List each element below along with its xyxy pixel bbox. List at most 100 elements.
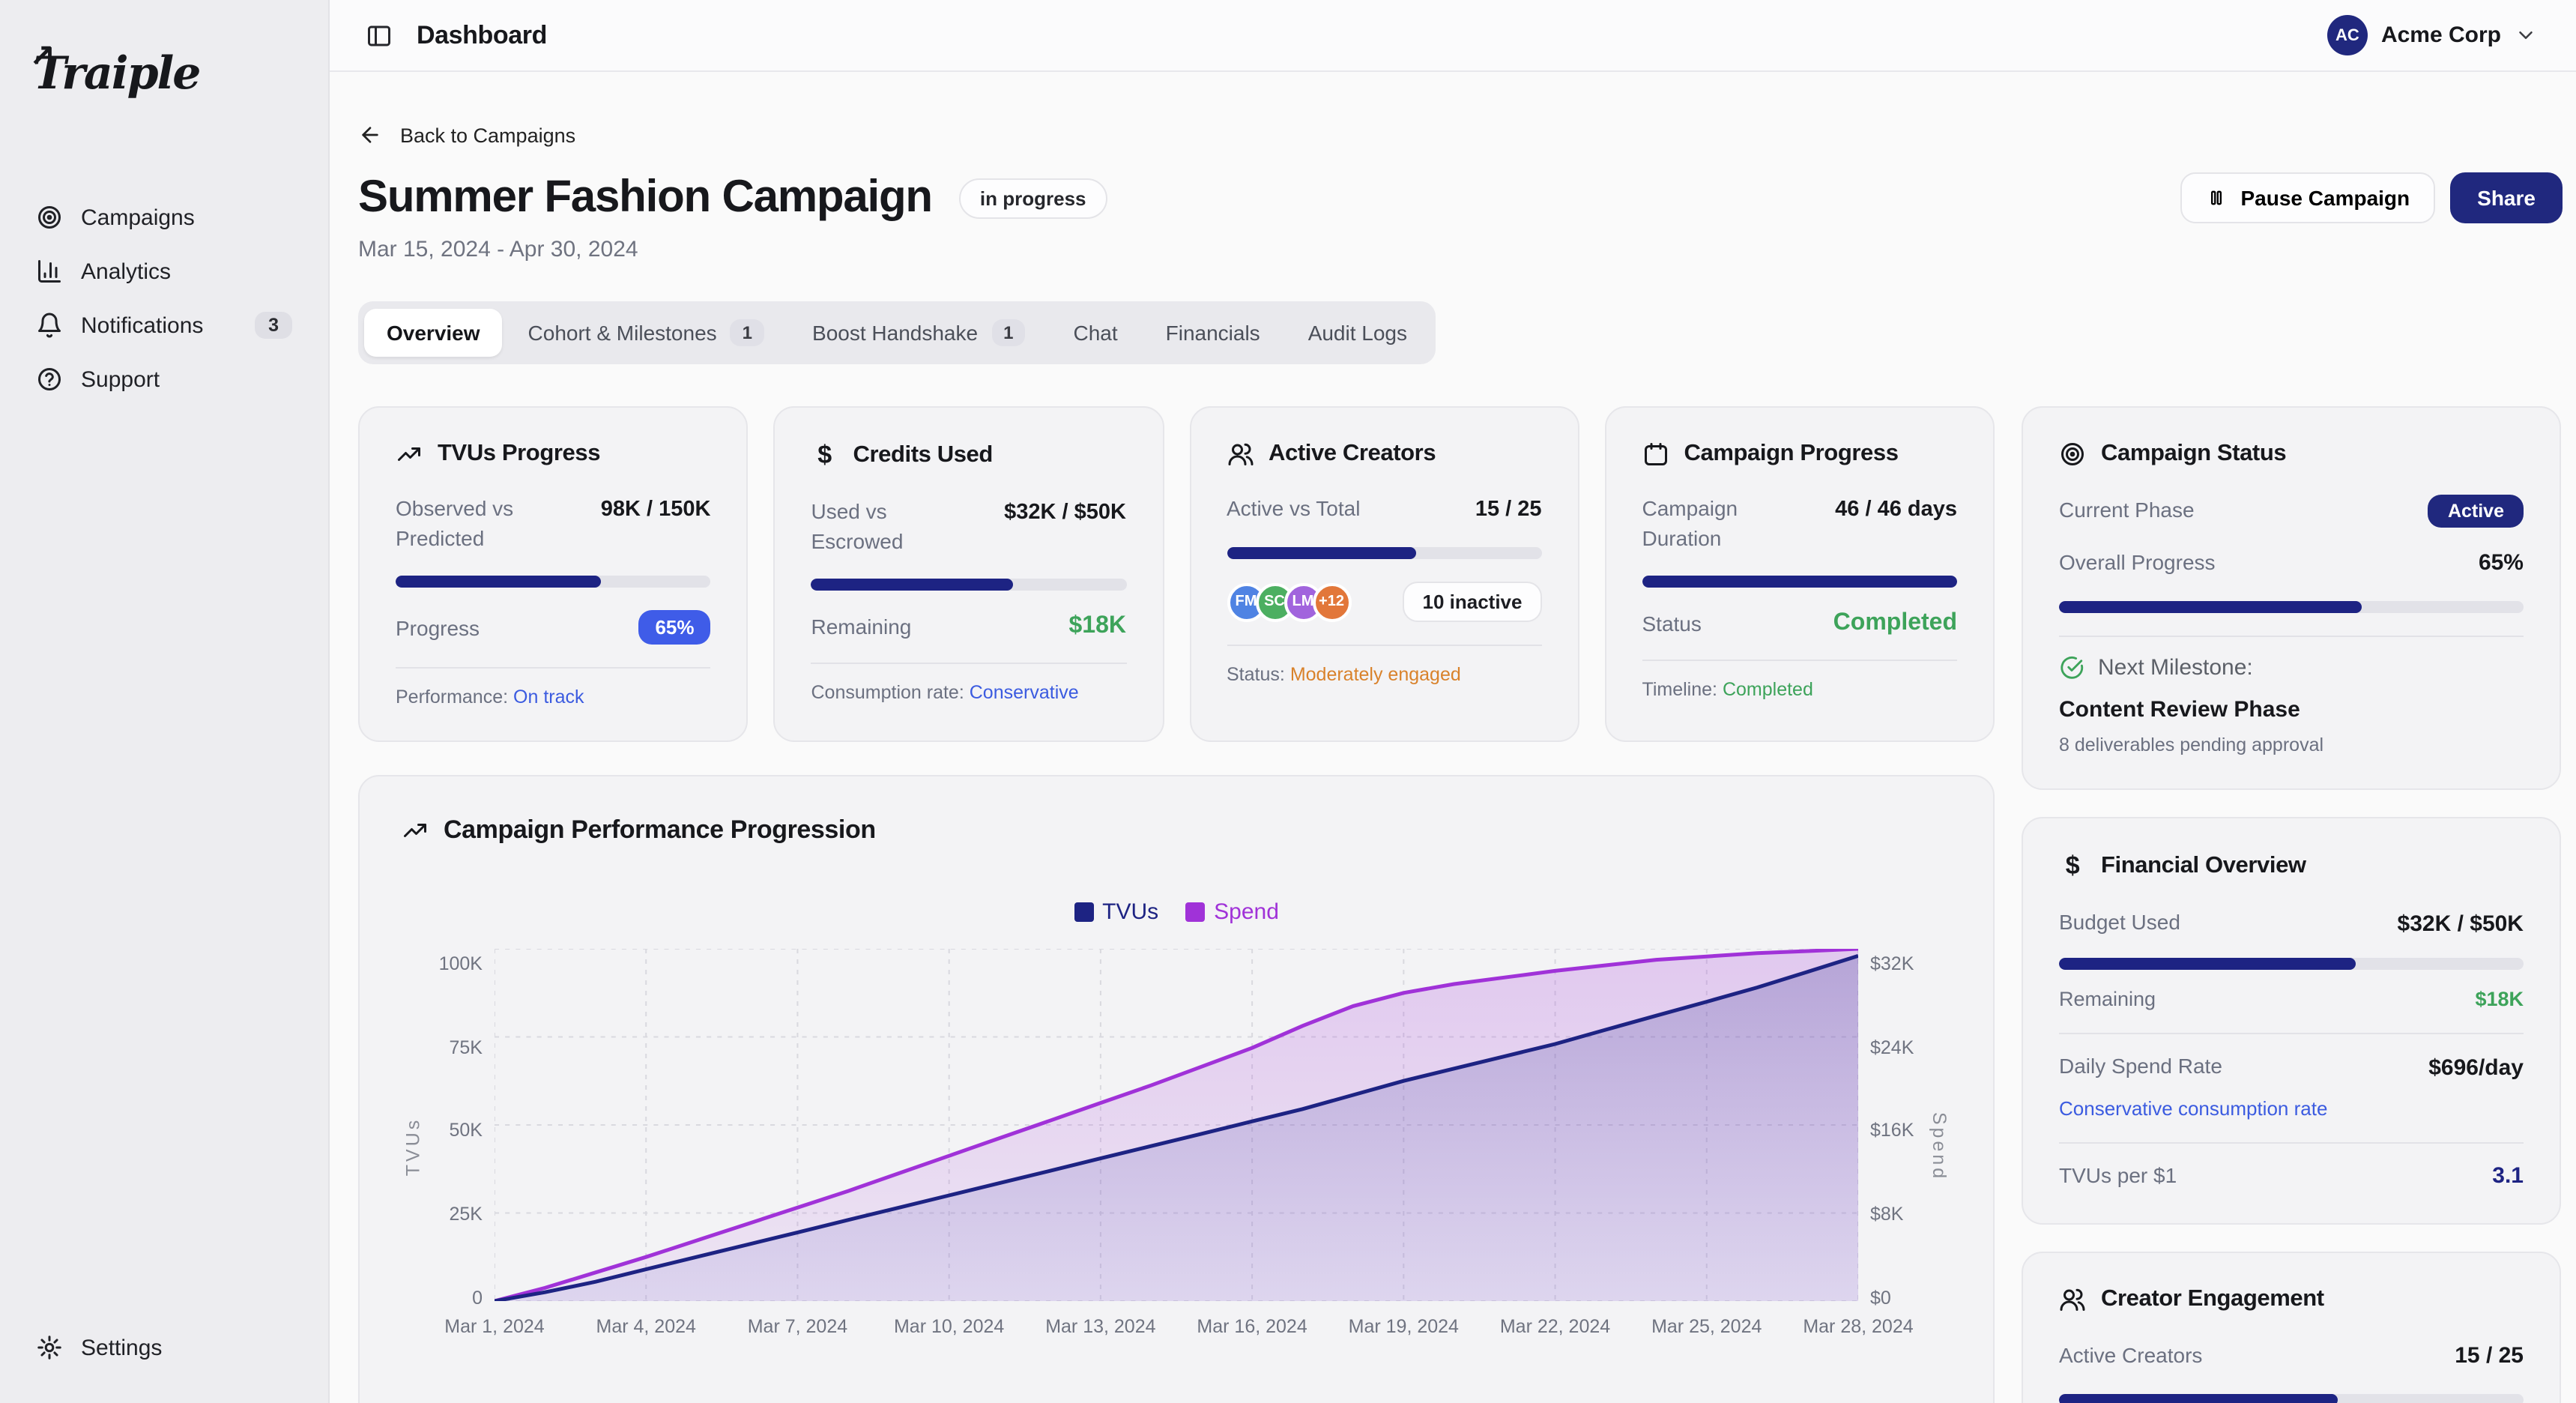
budget-label: Budget Used (2059, 909, 2180, 938)
consumption-rate-note[interactable]: Conservative consumption rate (2059, 1096, 2524, 1119)
footnote-value: Completed (1723, 679, 1813, 700)
footnote-value: Moderately engaged (1290, 665, 1461, 686)
x-tick-label: Mar 25, 2024 (1651, 1316, 1762, 1337)
sidebar-item-analytics[interactable]: Analytics (21, 246, 307, 297)
y-tick-label: 0 (426, 1288, 483, 1307)
sidebar-toggle-icon[interactable] (366, 22, 393, 49)
card-title: Campaign Progress (1684, 441, 1899, 468)
tab-label: Overview (387, 321, 480, 345)
page-header-title: Dashboard (417, 20, 547, 50)
y-tick-label: $24K (1870, 1039, 1927, 1057)
divider (811, 663, 1127, 664)
progress-bar (2059, 1394, 2524, 1403)
remaining-value: $18K (1069, 613, 1127, 640)
progress-bar (1642, 576, 1958, 588)
metric-label: Campaign Duration (1642, 495, 1815, 553)
arrow-left-icon (358, 123, 382, 147)
metric-label: Observed vs Predicted (396, 495, 569, 553)
x-tick-label: Mar 10, 2024 (894, 1316, 1004, 1337)
tab-financials[interactable]: Financials (1143, 309, 1283, 357)
tab-label: Boost Handshake (812, 321, 978, 345)
card-title-row: $ Credits Used (811, 441, 1127, 471)
creator-engagement-card: Creator Engagement Active Creators 15 / … (2022, 1252, 2561, 1403)
chart-y-left: 100K75K50K25K0 (426, 949, 495, 1301)
chart-x-labels: Mar 1, 2024Mar 4, 2024Mar 7, 2024Mar 10,… (495, 1316, 1858, 1343)
y-tick-label: 75K (426, 1039, 483, 1057)
footnote-value[interactable]: Conservative (970, 682, 1079, 703)
tvus-per-dollar-value: 3.1 (2492, 1163, 2524, 1189)
active-creators-label: Active Creators (2059, 1342, 2202, 1371)
tab-chat[interactable]: Chat (1050, 309, 1140, 357)
milestone-note: 8 deliverables pending approval (2059, 734, 2524, 755)
card-title: Credits Used (853, 442, 993, 469)
org-switcher[interactable]: AC Acme Corp (2327, 15, 2537, 55)
org-avatar: AC (2327, 15, 2368, 55)
tab-audit-logs[interactable]: Audit Logs (1286, 309, 1430, 357)
campaign-status-card: Campaign Status Current Phase Active Ove… (2022, 406, 2561, 789)
overall-progress-value: 65% (2479, 551, 2524, 576)
app-root: ↗ Traiple Campaigns Analytics Notificati… (0, 0, 2576, 1403)
users-icon (2059, 1286, 2086, 1313)
y-tick-label: $0 (1870, 1288, 1927, 1307)
chart-legend: TVUs Spend (402, 899, 1951, 925)
legend-item: Spend (1185, 899, 1279, 925)
active-creators-value: 15 / 25 (2455, 1340, 2524, 1372)
chart-zone: TVUs 100K75K50K25K0 Mar 1, 2024Mar 4, 20… (402, 949, 1951, 1343)
sidebar-item-support[interactable]: Support (21, 354, 307, 405)
sidebar-item-notifications[interactable]: Notifications 3 (21, 300, 307, 351)
metric-value: 46 / 46 days (1835, 495, 1957, 553)
card-title-row: TVUs Progress (396, 441, 711, 468)
bell-icon (36, 312, 63, 339)
x-tick-label: Mar 28, 2024 (1803, 1316, 1913, 1337)
campaign-title: Summer Fashion Campaign (358, 172, 932, 223)
remaining-label: Remaining (2059, 987, 2156, 1010)
divider (2059, 1032, 2524, 1034)
creator-avatars[interactable]: FMSCLM+12 (1227, 583, 1340, 622)
help-circle-icon (36, 366, 63, 393)
sidebar-item-settings[interactable]: Settings (21, 1322, 307, 1373)
metric-value: 98K / 150K (601, 495, 711, 553)
footnote-label: Consumption rate: (811, 682, 964, 703)
y-tick-label: 100K (426, 955, 483, 974)
tab-badge: 1 (731, 319, 764, 346)
metric-value: $32K / $50K (1004, 498, 1126, 556)
calendar-icon (1642, 441, 1669, 468)
sidebar-item-campaigns[interactable]: Campaigns (21, 192, 307, 243)
card-title-row: Creator Engagement (2059, 1286, 2524, 1313)
gear-icon (36, 1334, 63, 1361)
divider (2059, 635, 2524, 636)
share-button[interactable]: Share (2450, 172, 2563, 223)
creator-avatar: +12 (1312, 583, 1351, 622)
tab-boost-handshake[interactable]: Boost Handshake1 (790, 307, 1047, 358)
traiple-logo: ↗ Traiple (33, 48, 307, 114)
sidebar-item-label: Notifications (81, 313, 203, 338)
credits-used-card: $ Credits Used Used vs Escrowed$32K / $5… (774, 406, 1164, 742)
sidebar-item-label: Support (81, 366, 160, 392)
tab-overview[interactable]: Overview (364, 309, 503, 357)
chevron-down-icon (2515, 24, 2537, 46)
logo-arrow-icon: ↗ (30, 36, 55, 73)
tab-cohort-milestones[interactable]: Cohort & Milestones1 (506, 307, 787, 358)
financial-overview-card: $ Financial Overview Budget Used $32K / … (2022, 816, 2561, 1225)
tab-label: Chat (1073, 321, 1117, 345)
pause-campaign-button[interactable]: Pause Campaign (2181, 172, 2436, 223)
milestone-label: Next Milestone: (2098, 654, 2253, 680)
title-actions: Pause Campaign Share (2181, 172, 2563, 223)
metric-value: 15 / 25 (1475, 495, 1542, 525)
next-milestone-row: Next Milestone: (2059, 654, 2524, 680)
card-title: Campaign Status (2101, 441, 2286, 468)
sidebar-item-label: Analytics (81, 259, 171, 284)
card-title: Active Creators (1269, 441, 1436, 468)
back-to-campaigns-link[interactable]: Back to Campaigns (358, 123, 575, 147)
legend-item: TVUs (1074, 899, 1158, 925)
stat-cards-row: TVUs Progress Observed vs Predicted 98K /… (358, 406, 1995, 742)
org-name: Acme Corp (2381, 22, 2501, 48)
x-tick-label: Mar 1, 2024 (444, 1316, 544, 1337)
progress-bar (1227, 548, 1542, 560)
metric-label: Active vs Total (1227, 495, 1360, 525)
footnote-value[interactable]: On track (513, 687, 584, 707)
divider (2059, 1141, 2524, 1143)
campaign-progress-card: Campaign Progress Campaign Duration 46 / … (1605, 406, 1995, 742)
row-label: Remaining (811, 615, 912, 639)
campaign-date-range: Mar 15, 2024 - Apr 30, 2024 (358, 237, 2563, 262)
